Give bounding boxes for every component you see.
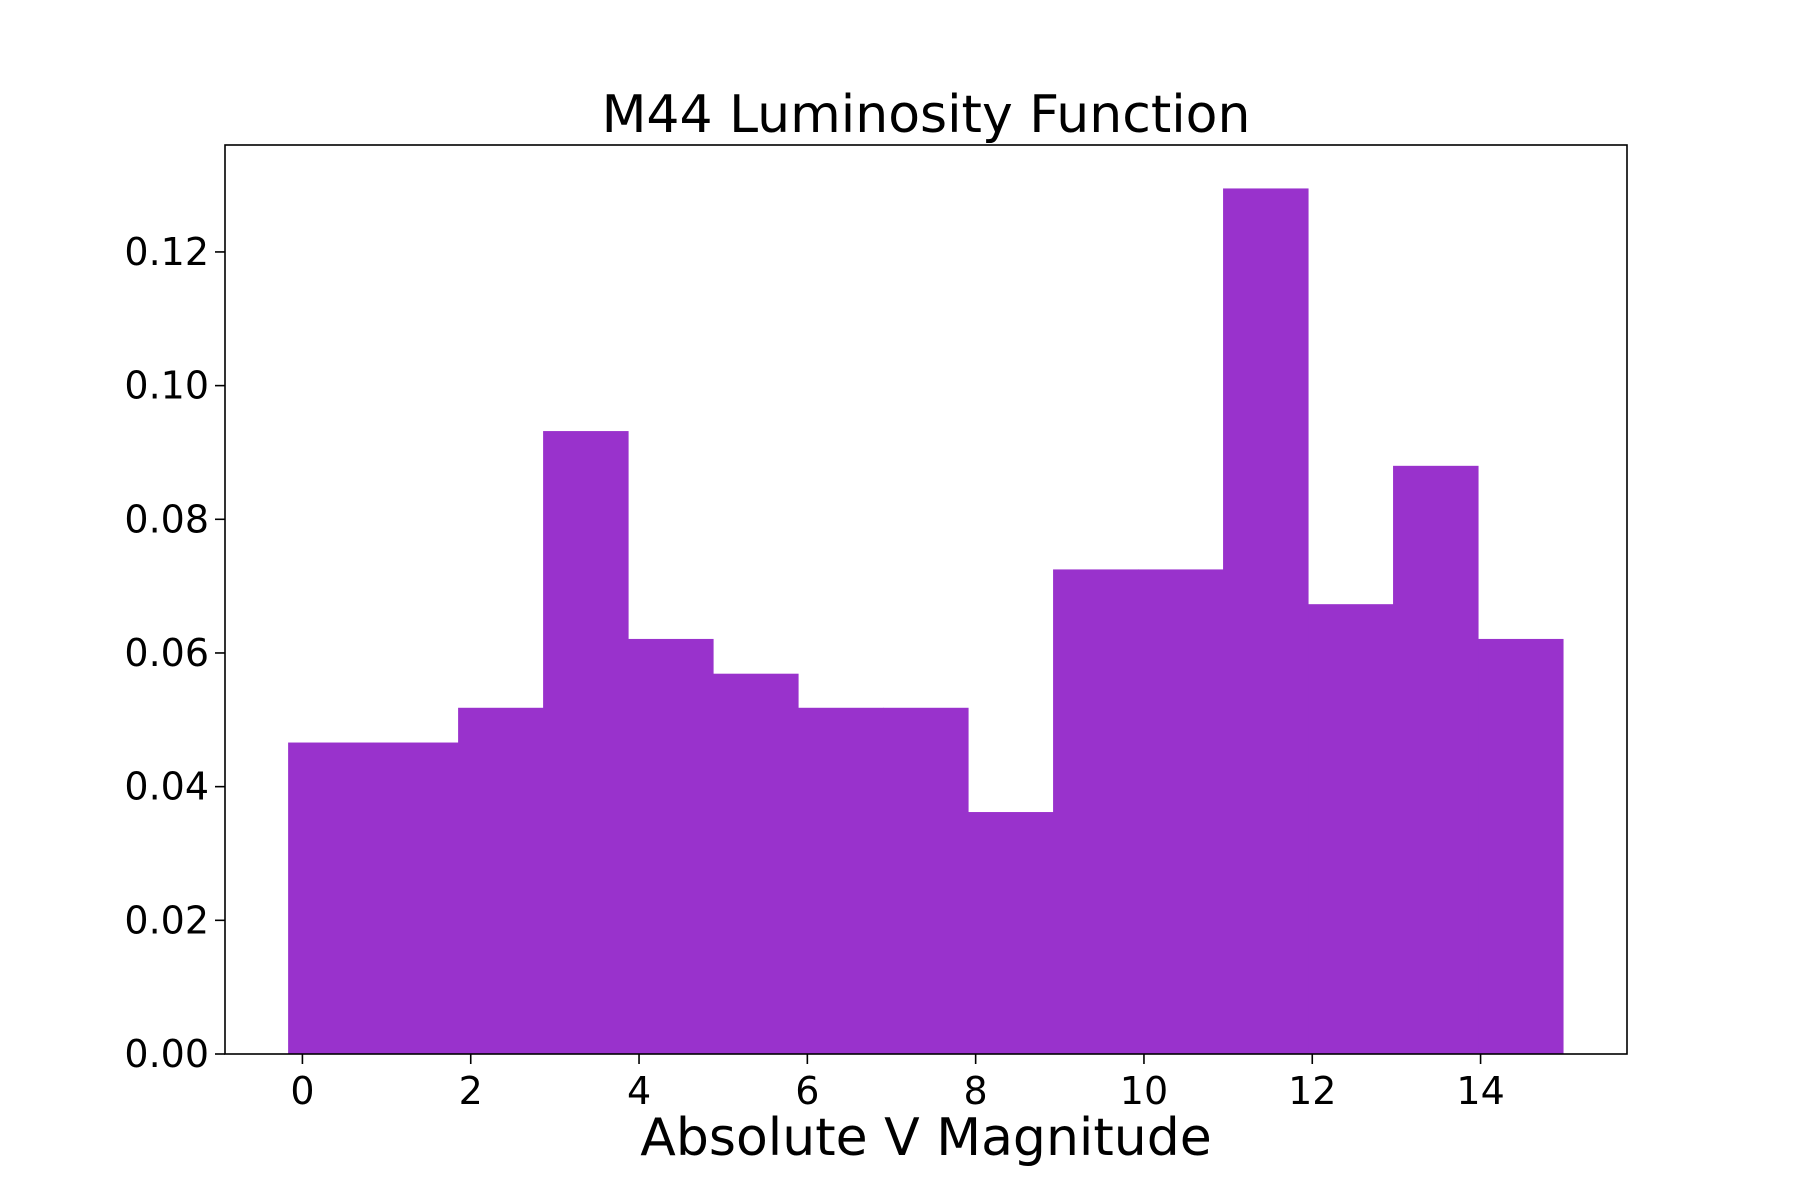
x-tick-label: 0 — [290, 1069, 314, 1113]
histogram-bar — [373, 742, 459, 1054]
histogram-bar — [1223, 188, 1309, 1055]
x-tick-label: 14 — [1456, 1069, 1504, 1113]
histogram-bar — [1393, 465, 1479, 1055]
x-axis-label: Absolute V Magnitude — [640, 1108, 1211, 1168]
y-tick-label: 0.06 — [124, 631, 209, 675]
histogram-bar — [543, 431, 629, 1055]
histogram-bar — [1138, 569, 1224, 1054]
histogram-bar — [458, 707, 544, 1054]
x-tick-label: 4 — [627, 1069, 651, 1113]
histogram-bar — [883, 707, 969, 1054]
x-tick-label: 10 — [1120, 1069, 1168, 1113]
x-tick-label: 12 — [1288, 1069, 1336, 1113]
histogram-bar — [1308, 604, 1394, 1054]
chart-title: M44 Luminosity Function — [602, 85, 1251, 145]
y-tick-label: 0.08 — [124, 497, 209, 541]
histogram-bar — [288, 742, 374, 1054]
x-tick-label: 6 — [795, 1069, 819, 1113]
histogram-bar — [713, 673, 799, 1054]
histogram-bar — [628, 638, 714, 1054]
y-tick-label: 0.12 — [124, 230, 209, 274]
histogram-bars — [288, 188, 1564, 1055]
y-tick-label: 0.00 — [124, 1032, 209, 1076]
histogram-bar — [1478, 638, 1564, 1054]
x-tick-label: 2 — [459, 1069, 483, 1113]
histogram-bar — [968, 812, 1054, 1054]
x-axis-ticks: 0 2 4 6 8 10 12 14 — [290, 1054, 1505, 1113]
y-axis-ticks: 0.00 0.02 0.04 0.06 0.08 0.10 0.12 — [124, 230, 225, 1076]
plot-frame — [224, 144, 1628, 1055]
histogram-bar — [798, 707, 884, 1054]
x-tick-label: 8 — [964, 1069, 988, 1113]
y-tick-label: 0.04 — [124, 765, 209, 809]
y-tick-label: 0.02 — [124, 898, 209, 942]
histogram-bar — [1053, 569, 1139, 1054]
y-tick-label: 0.10 — [124, 364, 209, 408]
